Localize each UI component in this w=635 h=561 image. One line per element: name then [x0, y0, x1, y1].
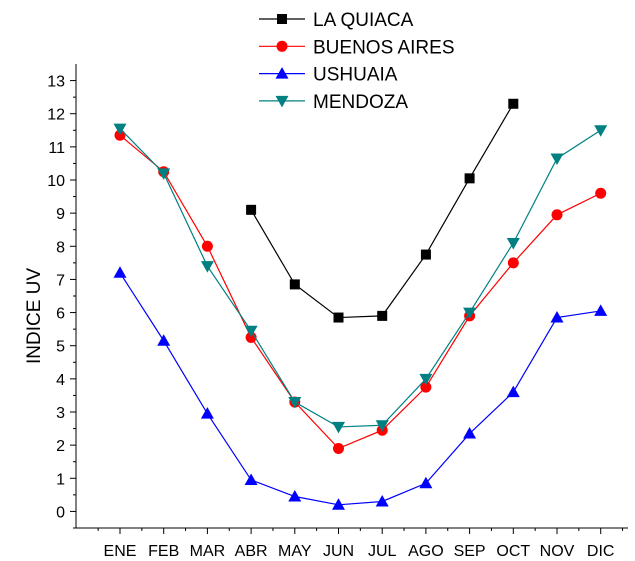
- x-tick-label: FEB: [148, 543, 179, 560]
- x-tick-label: MAY: [278, 543, 312, 560]
- y-tick-label: 3: [56, 405, 65, 422]
- data-point-mendoza: [113, 123, 127, 136]
- data-point-ushuaia: [419, 476, 433, 489]
- legend-item-ushuaia: USHUAIA: [259, 65, 398, 86]
- data-point-buenos-aires: [507, 257, 519, 269]
- data-point-la-quiaca: [377, 310, 388, 321]
- data-point-buenos-aires: [201, 240, 213, 252]
- data-point-ushuaia: [594, 304, 608, 316]
- data-point-buenos-aires: [420, 381, 432, 393]
- data-point-mendoza: [200, 261, 214, 273]
- series-line-mendoza: [119, 128, 602, 428]
- data-point-la-quiaca: [464, 173, 475, 184]
- y-tick-label: 5: [56, 339, 65, 356]
- legend-item-mendoza: MENDOZA: [259, 92, 408, 113]
- data-point-ushuaia: [463, 427, 477, 439]
- data-point-la-quiaca: [289, 279, 300, 290]
- data-point-mendoza: [550, 153, 564, 165]
- series-line-ushuaia: [119, 272, 601, 506]
- data-point-buenos-aires: [551, 209, 563, 221]
- y-tick-label: 0: [56, 504, 65, 521]
- x-tick-label: DIC: [587, 543, 615, 560]
- data-point-la-quiaca: [246, 204, 257, 215]
- data-point-buenos-aires: [333, 442, 344, 454]
- data-point-buenos-aires: [595, 187, 607, 199]
- legend-label: USHUAIA: [313, 65, 398, 86]
- x-tick-label: ABR: [235, 543, 268, 560]
- data-point-mendoza: [419, 373, 433, 386]
- x-tick-label: JUL: [368, 543, 397, 560]
- x-tick-label: SEP: [454, 543, 486, 560]
- legend-label: BUENOS AIRES: [313, 37, 455, 58]
- y-tick-label: 7: [56, 272, 65, 289]
- y-tick-label: 2: [56, 438, 65, 455]
- data-point-ushuaia: [200, 407, 214, 419]
- data-point-ushuaia: [332, 498, 345, 510]
- data-point-mendoza: [288, 397, 302, 409]
- legend-marker: [277, 14, 287, 24]
- data-point-mendoza: [375, 420, 389, 432]
- plot-frame: [75, 64, 628, 529]
- y-axis-title: INDICE UV: [24, 268, 45, 364]
- data-point-la-quiaca: [333, 312, 344, 323]
- legend-label: MENDOZA: [313, 92, 408, 113]
- y-tick-label: 6: [56, 306, 65, 323]
- data-point-mendoza: [506, 237, 520, 250]
- data-point-mendoza: [157, 168, 171, 180]
- y-tick-label: 13: [47, 74, 65, 91]
- data-point-mendoza: [332, 421, 345, 434]
- y-tick-label: 11: [48, 140, 65, 157]
- y-tick-label: 12: [47, 107, 65, 124]
- data-point-ushuaia: [506, 385, 520, 398]
- data-point-ushuaia: [288, 490, 302, 502]
- y-tick-label: 1: [56, 471, 65, 488]
- data-point-mendoza: [594, 125, 608, 137]
- data-point-mendoza: [463, 307, 477, 320]
- legend: LA QUIACA BUENOS AIRES USHUAIA MENDOZA: [259, 10, 455, 113]
- x-tick-label: MAR: [190, 543, 226, 560]
- y-tick-label: 4: [56, 372, 65, 389]
- data-point-la-quiaca: [508, 98, 519, 109]
- legend-label: LA QUIACA: [313, 10, 414, 31]
- series-layer: [113, 98, 608, 510]
- y-tick-label: 9: [56, 206, 65, 223]
- x-tick-label: JUN: [323, 543, 354, 560]
- data-point-mendoza: [244, 325, 258, 338]
- data-point-ushuaia: [244, 473, 258, 485]
- x-tick-label: NOV: [540, 543, 575, 560]
- data-point-ushuaia: [375, 494, 389, 507]
- x-tick-label: ENE: [104, 543, 137, 560]
- legend-item-buenos-aires: BUENOS AIRES: [259, 37, 455, 58]
- y-tick-label: 10: [47, 173, 65, 190]
- data-point-ushuaia: [550, 311, 564, 323]
- legend-marker: [275, 67, 289, 79]
- legend-marker: [276, 40, 288, 52]
- series-mendoza: [113, 123, 608, 434]
- series-la-quiaca: [246, 98, 519, 323]
- data-point-ushuaia: [157, 334, 171, 346]
- y-tick-label: 8: [56, 239, 65, 256]
- series-buenos-aires: [114, 129, 607, 454]
- series-ushuaia: [113, 266, 608, 510]
- data-point-buenos-aires: [114, 129, 126, 141]
- legend-marker: [275, 95, 289, 108]
- x-tick-label: OCT: [496, 543, 530, 560]
- data-point-la-quiaca: [420, 249, 431, 260]
- series-line-buenos-aires: [119, 134, 601, 450]
- x-tick-label: AGO: [408, 543, 444, 560]
- legend-item-la-quiaca: LA QUIACA: [259, 10, 414, 31]
- data-point-ushuaia: [113, 266, 127, 278]
- x-axis: ENE FEB MAR ABR MAY JUN JUL AGO SEP OCT NOV DIC: [97, 528, 624, 560]
